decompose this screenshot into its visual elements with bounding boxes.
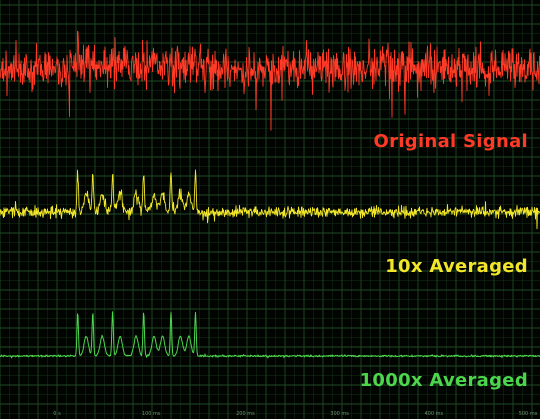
10x-averaged-label: 10x Averaged [385,256,528,277]
time-tick-label: 0 s [53,411,61,417]
1000x-averaged-trace [0,311,540,359]
time-tick-label: 500 ms [518,411,538,417]
original-signal-label: Original Signal [373,131,528,152]
time-tick-label: 400 ms [424,411,444,417]
time-tick-label: 300 ms [330,411,349,417]
10x-averaged-trace [0,169,540,230]
original-signal-trace [0,30,540,131]
1000x-averaged-label: 1000x Averaged [359,370,528,391]
time-tick-label: 100 ms [141,411,161,417]
time-tick-label: 200 ms [236,411,255,417]
